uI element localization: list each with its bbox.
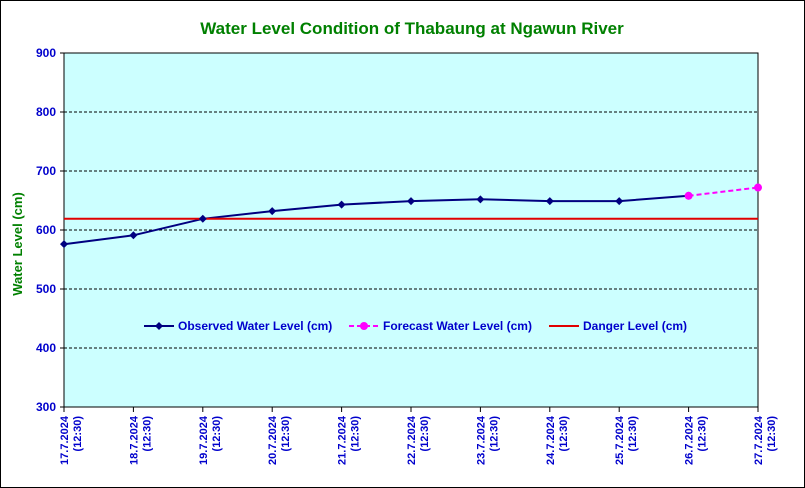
y-tick-label-400: 400 <box>36 341 56 355</box>
y-tick-label-300: 300 <box>36 400 56 414</box>
series-line-0 <box>63 194 689 246</box>
legend-marker-0 <box>155 322 163 330</box>
series-lines <box>63 186 759 246</box>
x-tick-label-10: 27.7.2024(12:30) <box>753 415 778 465</box>
x-axis: 17.7.2024(12:30) 18.7.2024(12:30) 19.7.202… <box>59 407 778 465</box>
x-tick-label-4: 21.7.2024(12:30) <box>337 415 362 465</box>
series-0-point-4 <box>337 200 346 209</box>
x-tick-label-9: 26.7.2024(12:30) <box>684 415 709 465</box>
y-tick-label-700: 700 <box>36 164 56 178</box>
x-tick-label-7: 24.7.2024(12:30) <box>545 415 570 465</box>
y-tick-label-800: 800 <box>36 105 56 119</box>
x-tick-label-5: 22.7.2024(12:30) <box>406 415 431 465</box>
legend: Observed Water Level (cm) Forecast Water … <box>144 319 687 333</box>
legend-label-0: Observed Water Level (cm) <box>178 319 332 333</box>
y-axis-label: Water Level (cm) <box>10 192 25 296</box>
series-1-point-9 <box>684 191 693 200</box>
series-0-point-3 <box>268 207 277 216</box>
legend-label-1: Forecast Water Level (cm) <box>383 319 532 333</box>
series-0-point-6 <box>476 195 485 204</box>
y-tick-label-600: 600 <box>36 223 56 237</box>
series-1-point-10 <box>754 183 762 192</box>
series-line-1 <box>688 186 759 197</box>
series-0-point-8 <box>615 197 624 206</box>
x-tick-label-0: 17.7.2024(12:30) <box>59 415 84 465</box>
x-tick-label-2: 19.7.2024(12:30) <box>198 415 223 465</box>
legend-label-2: Danger Level (cm) <box>583 319 687 333</box>
x-tick-label-1: 18.7.2024(12:30) <box>128 415 153 465</box>
y-tick-label-500: 500 <box>36 282 56 296</box>
series-markers <box>60 183 762 249</box>
y-axis: 300 400 500 600 700 800 900 <box>36 46 64 414</box>
legend-marker-1 <box>360 322 368 330</box>
series-0-point-1 <box>129 231 138 240</box>
chart-title: Water Level Condition of Thabaung at Nga… <box>200 19 624 38</box>
series-0-point-5 <box>407 197 415 206</box>
series-0-point-2 <box>198 214 207 223</box>
y-tick-label-900: 900 <box>36 46 56 60</box>
series-0-point-0 <box>60 240 68 249</box>
x-tick-label-3: 20.7.2024(12:30) <box>267 415 292 465</box>
x-tick-label-6: 23.7.2024(12:30) <box>475 415 500 465</box>
series-0-point-7 <box>545 197 554 206</box>
x-tick-label-8: 25.7.2024(12:30) <box>614 415 639 465</box>
grid-lines <box>64 111 758 349</box>
